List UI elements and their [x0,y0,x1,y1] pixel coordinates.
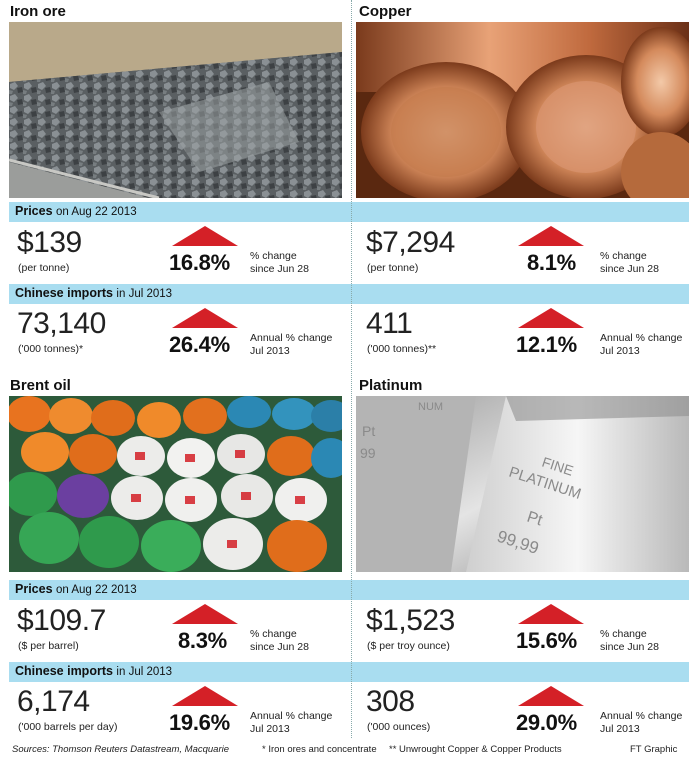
copper-photo [356,22,689,198]
platinum-price: $1,523 [366,604,455,637]
brent-imports-unit: ('000 barrels per day) [18,721,118,733]
copper-imports: 411 [366,307,413,340]
prices-label: Prices [15,582,53,596]
copper-imports-change: 12.1% [516,332,577,357]
platinum-price-up-arrow-icon [518,604,584,624]
copper-price: $7,294 [366,226,455,259]
brent-prices-band: Prices on Aug 22 2013 [9,580,689,600]
bar-stamp-text: NUM [418,401,443,413]
brent-price-change: 8.3% [178,628,227,653]
imports-date: in Jul 2013 [116,666,173,678]
platinum-imports-change-label: Annual % change Jul 2013 [600,710,683,735]
platinum-price-unit: ($ per troy ounce) [367,640,450,652]
imports-label: Chinese imports [15,286,113,300]
bar-stamp-text: 99 [360,445,376,461]
iron-imports-change-label: Annual % change Jul 2013 [250,332,333,357]
iron-imports-change: 26.4% [169,332,230,357]
brent-price-change-label: % change since Jun 28 [250,628,309,653]
brent-imports: 6,174 [17,685,90,718]
bar-stamp-text: Pt [362,423,375,439]
brent-imports-band: Chinese imports in Jul 2013 [9,662,689,682]
platinum-price-change-label: % change since Jun 28 [600,628,659,653]
iron-imports: 73,140 [17,307,106,340]
iron-price-change: 16.8% [169,250,230,275]
iron-price-change-label: % change since Jun 28 [250,250,309,275]
copper-price-change-label: % change since Jun 28 [600,250,659,275]
copper-title: Copper [359,3,412,20]
platinum-imports-change: 29.0% [516,710,577,735]
imports-date: in Jul 2013 [116,288,173,300]
imports-label: Chinese imports [15,664,113,678]
iron-price-unit: (per tonne) [18,262,70,274]
brent-oil-title: Brent oil [10,377,71,394]
brent-price-up-arrow-icon [172,604,238,624]
iron-ore-title: Iron ore [10,3,66,20]
brent-imports-change: 19.6% [169,710,230,735]
iron-prices-band: Prices on Aug 22 2013 [9,202,689,222]
platinum-title: Platinum [359,377,423,394]
copper-imports-up-arrow-icon [518,308,584,328]
copper-price-change: 8.1% [527,250,576,275]
platinum-imports-up-arrow-icon [518,686,584,706]
column-divider [351,0,352,738]
brent-oil-photo [9,396,342,572]
copper-price-up-arrow-icon [518,226,584,246]
brent-price: $109.7 [17,604,106,637]
platinum-imports: 308 [366,685,415,718]
iron-imports-band: Chinese imports in Jul 2013 [9,284,689,304]
brent-price-unit: ($ per barrel) [18,640,79,652]
footer-credit: FT Graphic [630,744,678,755]
iron-imports-up-arrow-icon [172,308,238,328]
bar-stamp-text: Pt [525,509,545,530]
prices-label: Prices [15,204,53,218]
copper-price-unit: (per tonne) [367,262,419,274]
prices-date: on Aug 22 2013 [56,206,137,218]
copper-imports-unit: ('000 tonnes)** [367,343,437,355]
footer-note-2: ** Unwrought Copper & Copper Products [389,744,562,755]
brent-imports-up-arrow-icon [172,686,238,706]
platinum-photo: FINE PLATINUM Pt 99,99 Pt 99 NUM [356,396,689,572]
brent-imports-change-label: Annual % change Jul 2013 [250,710,333,735]
iron-imports-unit: ('000 tonnes)* [18,343,84,355]
prices-date: on Aug 22 2013 [56,584,137,596]
footer-sources: Sources: Thomson Reuters Datastream, Mac… [12,744,230,755]
copper-imports-change-label: Annual % change Jul 2013 [600,332,683,357]
platinum-imports-unit: ('000 ounces) [367,721,431,733]
platinum-price-change: 15.6% [516,628,577,653]
footer-note-1: * Iron ores and concentrate [262,744,377,755]
iron-price-up-arrow-icon [172,226,238,246]
iron-price: $139 [17,226,82,259]
iron-ore-photo [9,22,342,198]
